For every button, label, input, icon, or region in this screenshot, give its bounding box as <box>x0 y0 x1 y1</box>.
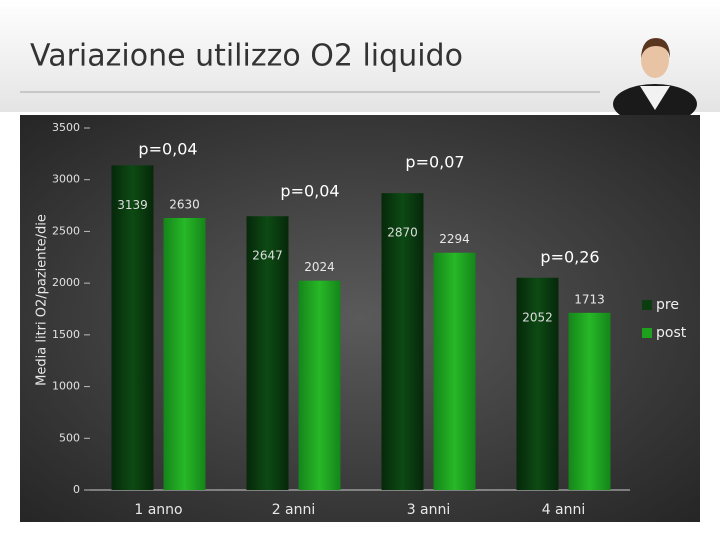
value-label: 1713 <box>574 292 605 306</box>
bar <box>246 216 289 490</box>
y-tick-label: 500 <box>59 431 80 444</box>
value-label: 2870 <box>387 226 418 240</box>
value-label: 2647 <box>252 249 283 263</box>
value-label: 3139 <box>117 198 148 212</box>
bar <box>433 252 476 490</box>
legend-label: pre <box>656 297 679 313</box>
legend-swatch <box>642 300 652 310</box>
p-value: p=0,07 <box>405 153 464 172</box>
x-tick-label: 2 anni <box>272 502 316 518</box>
x-tick-label: 4 anni <box>542 502 586 518</box>
legend-label: post <box>656 325 687 341</box>
y-tick-label: 3000 <box>52 173 80 186</box>
p-value: p=0,04 <box>280 182 339 201</box>
y-tick-label: 1000 <box>52 380 80 393</box>
p-value: p=0,04 <box>138 140 197 159</box>
x-tick-label: 3 anni <box>407 502 451 518</box>
legend-swatch <box>642 328 652 338</box>
x-tick-label: 1 anno <box>134 502 182 518</box>
bar <box>381 193 424 490</box>
y-tick-label: 2500 <box>52 224 80 237</box>
y-tick-label: 1500 <box>52 328 80 341</box>
value-label: 2052 <box>522 310 553 324</box>
value-label: 2630 <box>169 197 200 211</box>
bar <box>298 280 341 490</box>
value-label: 2024 <box>304 260 335 274</box>
bar <box>516 277 559 490</box>
bar <box>111 165 154 490</box>
bar <box>568 312 611 490</box>
y-tick-label: 3500 <box>52 121 80 134</box>
y-axis-title: Media litri O2/paziente/die <box>35 214 50 386</box>
bar <box>163 217 206 491</box>
header-band <box>0 0 720 112</box>
chart-title: Variazione utilizzo O2 liquido <box>30 39 463 74</box>
presenter-icon <box>613 38 697 124</box>
p-value: p=0,26 <box>540 248 599 267</box>
y-tick-label: 0 <box>73 483 80 496</box>
value-label: 2294 <box>439 232 470 246</box>
y-tick-label: 2000 <box>52 276 80 289</box>
